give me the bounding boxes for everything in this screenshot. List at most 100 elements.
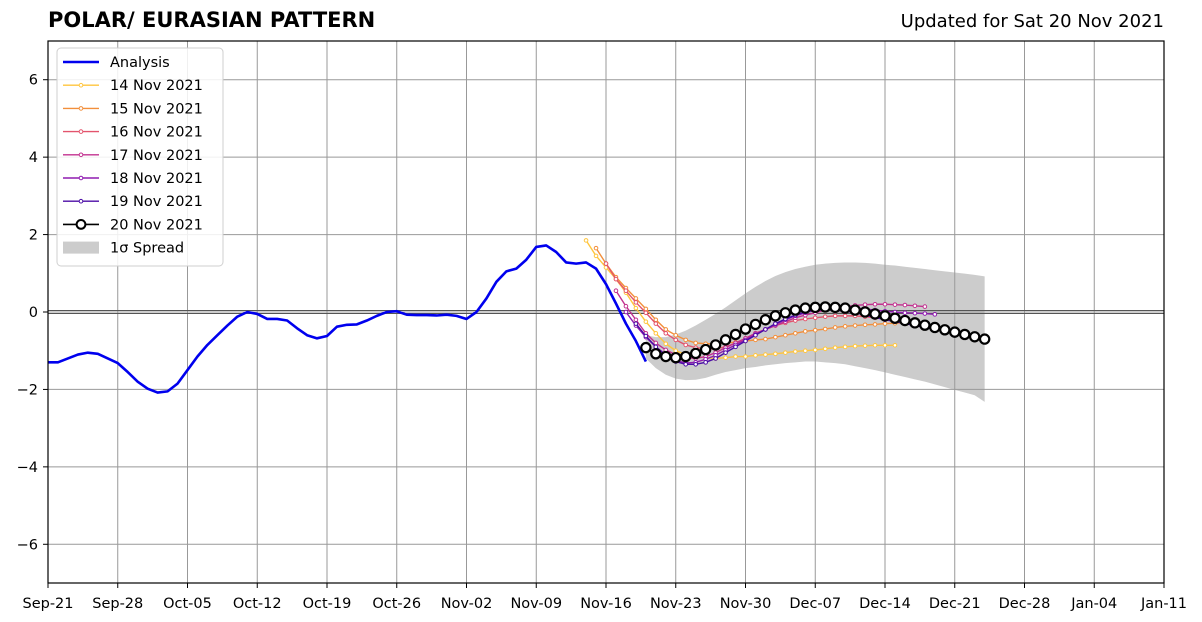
forecast-point-3 (812, 315, 818, 321)
forecast-point-1 (673, 348, 679, 354)
x-tick-label: Nov-16 (580, 596, 632, 612)
latest-forecast-point (749, 318, 762, 331)
y-tick-label: 0 (29, 305, 38, 321)
updated-date: Updated for Sat 20 Nov 2021 (900, 11, 1164, 32)
forecast-point-2 (593, 245, 599, 251)
latest-forecast-point (939, 324, 951, 336)
forecast-point-1 (643, 319, 649, 324)
latest-forecast-point (839, 302, 851, 314)
forecast-point-1 (862, 343, 868, 348)
latest-forecast-point (978, 333, 991, 345)
forecast-point-2 (753, 337, 758, 343)
latest-forecast-point (789, 304, 802, 316)
forecast-point-2 (693, 340, 698, 346)
legend: Analysis 14 Nov 2021 15 Nov 2021 16 Nov 202… (56, 47, 224, 267)
latest-forecast-point (709, 339, 722, 351)
analysis-line (48, 244, 648, 394)
forecast-point-1 (812, 347, 818, 353)
y-tick-label: −6 (17, 537, 38, 553)
legend-box (56, 47, 224, 267)
x-tick-label: Dec-28 (999, 596, 1051, 612)
legend-label: Analysis (110, 55, 170, 71)
latest-forecast-point (849, 304, 861, 316)
latest-forecast-point (660, 350, 672, 363)
forecast-point-2 (802, 329, 808, 334)
latest-forecast-point (909, 317, 921, 329)
forecast-point-2 (773, 334, 778, 340)
forecast-point-2 (643, 306, 649, 312)
forecast-point-6 (703, 360, 708, 365)
forecast-point-6 (743, 338, 748, 344)
forecast-point-3 (683, 342, 689, 348)
x-tick-label: Oct-19 (303, 596, 352, 612)
forecast-point-1 (802, 348, 808, 354)
latest-forecast-point (680, 350, 692, 363)
forecast-point-2 (793, 330, 798, 336)
forecast-point-4 (653, 340, 659, 346)
forecast-point-2 (822, 326, 828, 332)
latest-forecast-point (670, 351, 682, 364)
legend-label: 17 Nov 2021 (110, 148, 203, 164)
legend-swatch-marker (78, 175, 84, 181)
forecast-point-1 (753, 353, 758, 358)
latest-forecast-point (899, 314, 911, 327)
forecast-point-2 (862, 322, 868, 328)
forecast-point-3 (613, 276, 619, 282)
latest-forecast-point (699, 343, 712, 356)
latest-forecast-point (959, 328, 971, 341)
forecast-point-2 (842, 324, 848, 329)
latest-forecast-point (739, 323, 752, 335)
legend-swatch-marker (78, 152, 84, 158)
forecast-point-2 (673, 332, 679, 338)
analysis-layer (48, 244, 648, 394)
forecast-point-3 (643, 310, 649, 316)
latest-forecast-point (729, 328, 742, 341)
legend-label: 16 Nov 2021 (110, 125, 203, 141)
forecast-point-1 (842, 344, 848, 350)
forecast-point-3 (633, 300, 639, 305)
forecast-point-1 (723, 355, 728, 360)
forecast-point-1 (882, 342, 888, 348)
latest-forecast-point (799, 302, 811, 314)
x-tick-label: Oct-05 (163, 596, 212, 612)
latest-forecast-point (829, 301, 841, 314)
forecast-point-1 (832, 345, 838, 350)
latest-forecast-point (719, 334, 732, 346)
legend-label: 1σ Spread (110, 241, 184, 257)
forecast-point-2 (783, 332, 788, 338)
latest-forecast-layer (640, 301, 991, 364)
latest-forecast-point (779, 307, 792, 319)
forecast-point-1 (593, 253, 599, 259)
latest-forecast-point (929, 321, 941, 334)
forecast-point-1 (763, 352, 768, 357)
latest-forecast-point (650, 348, 662, 360)
forecast-point-6 (763, 327, 768, 332)
forecast-point-6 (683, 361, 689, 367)
forecast-point-2 (852, 323, 858, 328)
forecast-point-2 (633, 296, 639, 301)
forecast-point-4 (613, 288, 619, 294)
legend-swatch-marker (75, 219, 87, 230)
latest-forecast-point (889, 312, 901, 324)
latest-forecast-point (819, 301, 831, 313)
latest-forecast-point (869, 308, 881, 320)
legend-label: 19 Nov 2021 (110, 194, 203, 210)
x-tick-label: Sep-28 (92, 596, 143, 612)
forecast-point-1 (852, 343, 858, 349)
forecast-point-3 (832, 313, 838, 319)
forecast-point-6 (753, 332, 758, 338)
x-tick-label: Dec-21 (929, 596, 981, 612)
y-tick-label: 2 (29, 228, 38, 244)
forecast-point-4 (912, 303, 918, 309)
x-tick-label: Oct-12 (233, 596, 282, 612)
forecast-point-1 (783, 350, 788, 355)
forecast-series-layer (583, 238, 948, 367)
forecast-point-3 (802, 316, 808, 322)
forecast-point-4 (922, 304, 928, 309)
forecast-point-1 (633, 305, 639, 311)
x-tick-label: Nov-09 (510, 596, 562, 612)
legend-label: 18 Nov 2021 (110, 171, 203, 187)
forecast-point-5 (922, 311, 928, 316)
forecast-point-5 (912, 310, 918, 316)
